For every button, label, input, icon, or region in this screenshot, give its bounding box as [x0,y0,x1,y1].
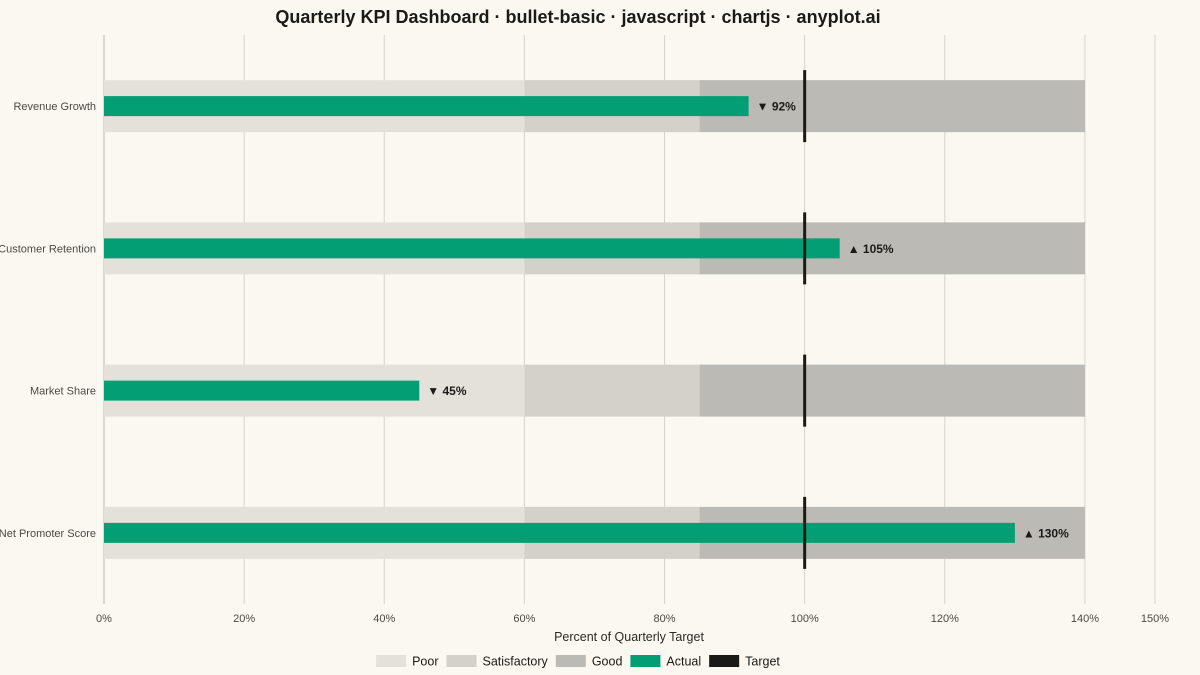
target-marker-market-share [803,354,807,427]
x-axis-title: Percent of Quarterly Target [554,630,704,644]
legend-swatch-actual [630,655,661,667]
chart-title: Quarterly KPI Dashboard · bullet-basic ·… [275,7,880,27]
category-label-revenue-growth: Revenue Growth [13,101,96,113]
category-label-net-promoter-score: Net Promoter Score [0,528,96,540]
category-label-market-share: Market Share [30,386,96,398]
x-axis-ticks: 0% 20% 40% 60% 80% 100% 120% 140% 150% [96,613,1169,625]
actual-bar-market-share [104,380,420,401]
legend-item-target: Target [709,655,780,669]
band-good-market-share [699,364,1085,417]
target-marker-revenue-growth [803,70,807,143]
x-tick-label-20: 20% [233,613,255,625]
target-marker-customer-retention [803,212,807,285]
legend-label-actual: Actual [666,655,701,669]
legend-swatch-poor [376,655,407,667]
x-tick-label-60: 60% [513,613,535,625]
bullet-row-net-promoter-score: ▲ 130% Net Promoter Score [0,496,1085,569]
legend-label-good: Good [592,655,623,669]
x-tick-label-120: 120% [931,613,959,625]
value-label-net-promoter-score: ▲ 130% [1023,526,1069,540]
legend-label-target: Target [745,655,780,669]
bullet-row-revenue-growth: ▼ 92% Revenue Growth [13,70,1085,143]
legend-item-satisfactory: Satisfactory [446,655,549,669]
legend-label-satisfactory: Satisfactory [483,655,549,669]
x-tick-label-100: 100% [791,613,819,625]
x-tick-label-0: 0% [96,613,112,625]
band-good-revenue-growth [699,80,1085,133]
legend-label-poor: Poor [412,655,438,669]
x-tick-label-150: 150% [1141,613,1169,625]
bullet-rows: ▼ 92% Revenue Growth ▲ 105% Customer Retent… [0,70,1085,569]
actual-bar-customer-retention [104,238,840,259]
legend-swatch-satisfactory [446,655,477,667]
value-label-revenue-growth: ▼ 92% [757,100,797,114]
x-tick-label-40: 40% [373,613,395,625]
legend-item-actual: Actual [630,655,701,669]
target-marker-net-promoter-score [803,496,807,569]
legend-item-poor: Poor [376,655,439,669]
legend-item-good: Good [555,655,623,669]
bullet-row-customer-retention: ▲ 105% Customer Retention [0,212,1085,285]
actual-bar-net-promoter-score [104,522,1015,543]
bullet-row-market-share: ▼ 45% Market Share [30,354,1085,427]
band-satisfactory-market-share [524,364,700,417]
legend-swatch-target [709,655,740,667]
value-label-customer-retention: ▲ 105% [848,242,894,256]
legend-swatch-good [555,655,586,667]
x-tick-label-80: 80% [654,613,676,625]
value-label-market-share: ▼ 45% [427,384,467,398]
actual-bar-revenue-growth [104,96,749,117]
category-label-customer-retention: Customer Retention [0,243,96,255]
legend: Poor Satisfactory Good Actual Target [376,655,780,669]
x-tick-label-140: 140% [1071,613,1099,625]
